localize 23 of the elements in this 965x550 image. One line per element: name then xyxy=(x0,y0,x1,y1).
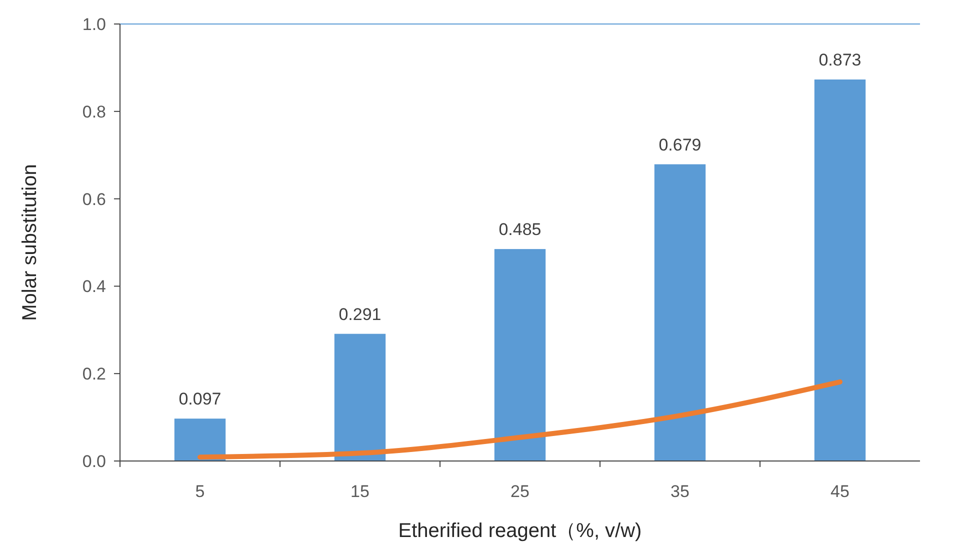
data-label: 0.679 xyxy=(658,135,702,154)
x-tick-label: 35 xyxy=(670,482,690,501)
bar xyxy=(174,418,226,461)
y-tick-label: 1.0 xyxy=(82,14,106,34)
data-label: 0.873 xyxy=(818,50,862,70)
x-tick-label: 15 xyxy=(350,482,370,501)
bar xyxy=(654,164,706,461)
x-tick-label: 45 xyxy=(830,482,850,501)
y-tick-label: 0.8 xyxy=(82,102,106,122)
y-tick-label: 0.0 xyxy=(82,452,106,471)
data-label: 0.485 xyxy=(498,220,542,240)
y-axis-title: Molar substitution xyxy=(19,164,41,321)
y-tick-label: 0.2 xyxy=(82,364,106,384)
bar xyxy=(814,80,866,461)
y-tick-label: 0.4 xyxy=(82,277,106,296)
bar xyxy=(494,249,546,461)
y-tick-label: 0.6 xyxy=(82,190,106,209)
bar xyxy=(334,334,386,461)
x-tick-label: 5 xyxy=(195,482,205,501)
data-label: 0.291 xyxy=(338,304,382,324)
x-tick-label: 25 xyxy=(510,482,530,501)
x-axis-title: Etherified reagent（%, v/w) xyxy=(398,520,642,542)
data-label: 0.097 xyxy=(178,390,222,409)
